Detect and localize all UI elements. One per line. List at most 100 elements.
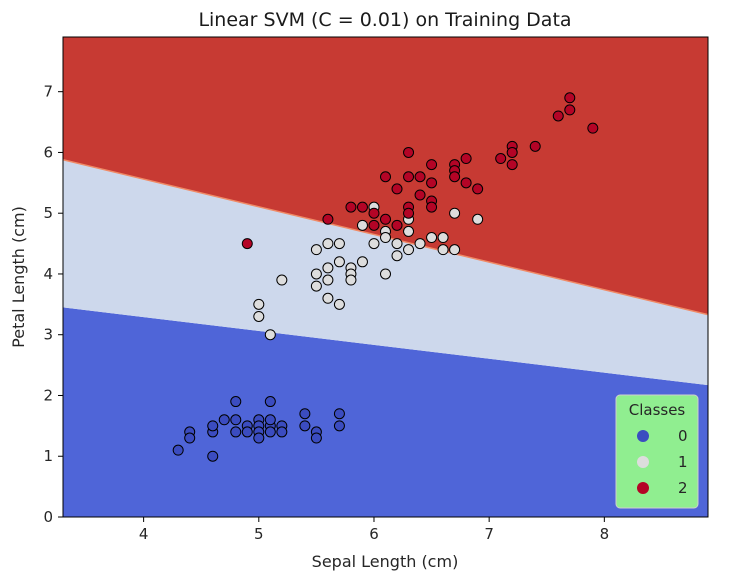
data-point-class-1 bbox=[345, 274, 357, 286]
y-tick-label: 3 bbox=[43, 326, 53, 344]
legend-marker-class-0 bbox=[637, 430, 649, 442]
data-point-class-0 bbox=[218, 414, 230, 426]
data-point-class-1 bbox=[391, 238, 403, 250]
data-point-class-0 bbox=[253, 432, 265, 444]
data-point-class-2 bbox=[552, 110, 564, 122]
data-point-class-1 bbox=[380, 268, 391, 280]
legend-marker-class-1 bbox=[637, 456, 649, 468]
data-point-class-2 bbox=[506, 146, 518, 158]
legend: Classes 0 1 2 bbox=[615, 394, 699, 509]
data-point-class-1 bbox=[403, 244, 415, 256]
data-point-class-1 bbox=[380, 232, 391, 244]
y-tick-label: 7 bbox=[43, 83, 53, 101]
data-point-class-1 bbox=[391, 250, 403, 262]
data-point-class-0 bbox=[333, 408, 345, 420]
data-point-class-2 bbox=[241, 238, 253, 250]
data-point-class-1 bbox=[403, 225, 415, 237]
data-point-class-1 bbox=[253, 298, 265, 310]
legend-title: Classes bbox=[629, 401, 686, 419]
data-point-class-1 bbox=[310, 280, 322, 292]
data-point-class-2 bbox=[403, 171, 415, 183]
data-point-class-2 bbox=[368, 207, 380, 219]
data-point-class-0 bbox=[264, 396, 276, 408]
y-tick-label: 6 bbox=[43, 143, 53, 161]
data-point-class-2 bbox=[472, 183, 484, 195]
legend-label-class-0: 0 bbox=[678, 427, 688, 445]
data-point-class-2 bbox=[426, 159, 438, 171]
plot-frame bbox=[62, 36, 709, 518]
data-point-class-1 bbox=[368, 238, 380, 250]
x-axis-ticks: 4 5 6 7 8 bbox=[139, 517, 609, 543]
data-points bbox=[172, 92, 599, 462]
data-point-class-2 bbox=[460, 153, 472, 165]
data-point-class-2 bbox=[529, 140, 541, 152]
data-point-class-1 bbox=[426, 232, 438, 244]
data-point-class-2 bbox=[564, 92, 576, 104]
data-point-class-0 bbox=[333, 420, 345, 432]
data-point-class-1 bbox=[333, 298, 345, 310]
y-tick-label: 5 bbox=[43, 204, 53, 222]
data-point-class-0 bbox=[264, 426, 276, 438]
data-point-class-2 bbox=[414, 189, 426, 201]
y-tick-label: 1 bbox=[43, 447, 53, 465]
legend-label-class-2: 2 bbox=[678, 479, 688, 497]
data-point-class-0 bbox=[276, 426, 288, 438]
data-point-class-1 bbox=[437, 232, 449, 244]
data-point-class-0 bbox=[207, 450, 219, 462]
data-point-class-2 bbox=[587, 122, 599, 134]
data-point-class-1 bbox=[322, 274, 334, 286]
data-point-class-0 bbox=[184, 432, 196, 444]
data-point-class-2 bbox=[426, 177, 438, 189]
data-point-class-0 bbox=[299, 420, 311, 432]
data-point-class-2 bbox=[460, 177, 472, 189]
data-point-class-2 bbox=[449, 171, 461, 183]
data-point-class-0 bbox=[310, 432, 322, 444]
data-point-class-0 bbox=[230, 414, 242, 426]
data-point-class-2 bbox=[564, 104, 576, 116]
x-tick-label: 5 bbox=[254, 525, 264, 543]
data-point-class-1 bbox=[253, 310, 265, 322]
data-point-class-1 bbox=[356, 256, 368, 268]
data-point-class-1 bbox=[310, 268, 322, 280]
y-tick-label: 4 bbox=[43, 265, 53, 283]
data-point-class-1 bbox=[437, 244, 449, 256]
data-point-class-1 bbox=[276, 274, 288, 286]
data-point-class-1 bbox=[414, 238, 426, 250]
data-point-class-0 bbox=[241, 426, 253, 438]
legend-box bbox=[615, 394, 699, 509]
data-point-class-2 bbox=[391, 183, 403, 195]
data-point-class-0 bbox=[172, 444, 184, 456]
data-point-class-1 bbox=[333, 238, 345, 250]
y-axis-ticks: 0 1 2 3 4 5 6 7 bbox=[43, 83, 63, 526]
chart-title: Linear SVM (C = 0.01) on Training Data bbox=[198, 9, 571, 31]
data-point-class-2 bbox=[426, 201, 438, 213]
data-point-class-2 bbox=[391, 219, 403, 231]
x-tick-label: 7 bbox=[484, 525, 494, 543]
legend-label-class-1: 1 bbox=[678, 453, 688, 471]
data-point-class-0 bbox=[299, 408, 311, 420]
x-tick-label: 8 bbox=[600, 525, 610, 543]
y-axis-label: Petal Length (cm) bbox=[9, 206, 28, 348]
data-point-class-0 bbox=[230, 426, 242, 438]
data-point-class-0 bbox=[230, 396, 242, 408]
x-axis-label: Sepal Length (cm) bbox=[312, 552, 459, 571]
data-point-class-2 bbox=[403, 207, 415, 219]
y-tick-label: 2 bbox=[43, 386, 53, 404]
data-point-class-2 bbox=[495, 153, 507, 165]
data-point-class-2 bbox=[368, 219, 380, 231]
data-point-class-1 bbox=[322, 238, 334, 250]
data-point-class-1 bbox=[449, 244, 461, 256]
data-point-class-1 bbox=[310, 244, 322, 256]
data-point-class-2 bbox=[322, 213, 334, 225]
data-point-class-1 bbox=[322, 292, 334, 304]
data-point-class-1 bbox=[322, 262, 334, 274]
y-tick-label: 0 bbox=[43, 508, 53, 526]
legend-marker-class-2 bbox=[637, 482, 649, 494]
data-point-class-1 bbox=[472, 213, 484, 225]
data-point-class-2 bbox=[345, 201, 357, 213]
data-point-class-2 bbox=[414, 171, 426, 183]
data-point-class-1 bbox=[356, 219, 368, 231]
data-point-class-0 bbox=[264, 414, 276, 426]
data-point-class-0 bbox=[207, 420, 219, 432]
